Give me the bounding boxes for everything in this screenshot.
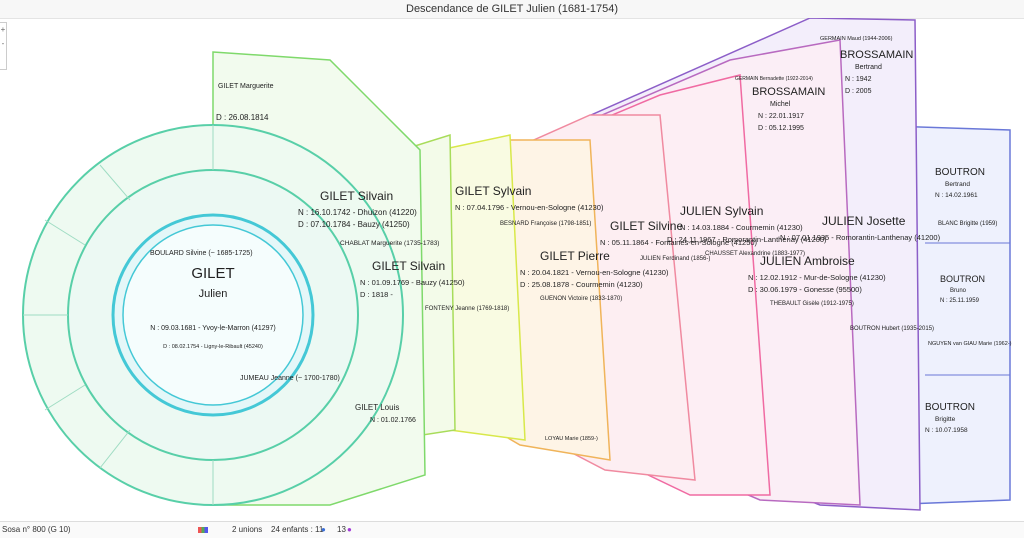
gen6-name: GILET Silvine <box>610 219 683 233</box>
root-birth: N : 09.03.1681 - Yvoy-le-Marron (41297) <box>150 325 276 332</box>
gen6-spouse: JULIEN Ferdinand (1856-) <box>640 256 710 262</box>
gen9-birth: N : 07.01.1935 - Romorantin-Lanthenay (4… <box>780 233 941 242</box>
gen10-c2-birth: N : 25.11.1959 <box>940 298 980 304</box>
zoom-out-icon[interactable]: - <box>1 39 5 48</box>
gen2-silvain-birth: N : 16.10.1742 - Dhuizon (41220) <box>298 208 417 217</box>
root-surname: GILET <box>191 265 234 282</box>
children-count: 24 enfants : 11 <box>271 525 324 534</box>
zoom-in-icon[interactable]: + <box>0 25 6 34</box>
gen10-boxes <box>925 242 1010 376</box>
root-given: Julien <box>199 288 228 300</box>
gen8-side-child-given: Michel <box>770 101 791 108</box>
gen3-spouse: FONTENY Jeanne (1769-1818) <box>425 306 509 312</box>
ring-center[interactable] <box>122 224 304 406</box>
children-female-count: 13 <box>337 525 346 534</box>
gen10-c2-spouse: NGUYEN van GIAU Marie (1962-) <box>928 341 1012 347</box>
gen8-spouse: THEBAULT Gisèle (1912-1975) <box>770 301 854 307</box>
gen10-c3-name: BOUTRON <box>925 402 975 413</box>
palette-icon[interactable] <box>198 527 208 533</box>
gen2-silvain-name: GILET Silvain <box>320 189 393 203</box>
male-icon: ● <box>321 525 326 534</box>
gen4-spouse: BESNARD Françoise (1798-1851) <box>500 221 591 227</box>
gen2-spouse: CHABLAT Marguerite (1735-1783) <box>340 240 439 247</box>
gen5-name: GILET Pierre <box>540 249 610 263</box>
gen8-side-child-birth: N : 22.01.1917 <box>758 113 804 120</box>
ring-spokes <box>23 125 214 505</box>
gen8-birth: N : 12.02.1912 - Mur-de-Sologne (41230) <box>748 273 886 282</box>
gen9-side-child-death: D : 2005 <box>845 88 872 95</box>
gen6-birth: N : 05.11.1864 - Fontaines-en-Sologne (4… <box>600 238 758 247</box>
gen2-louis-birth: N : 01.02.1766 <box>370 417 416 424</box>
gen3-birth: N : 01.09.1769 - Bauzy (41250) <box>360 278 465 287</box>
gen4-birth: N : 07.04.1796 - Vernou-en-Sologne (4123… <box>455 203 604 212</box>
gen7-birth: N : 14.03.1884 - Courmemin (41230) <box>680 223 803 232</box>
gen8-side-child-name: BROSSAMAIN <box>752 86 825 98</box>
root-death: D : 08.02.1754 - Ligny-le-Ribault (45240… <box>163 344 263 350</box>
gen10-c1-name: BOUTRON <box>935 167 985 178</box>
gen9-side-spouse: GERMAIN Maud (1944-2006) <box>820 36 893 42</box>
root-spouse2: JUMEAU Jeanne (~ 1700-1780) <box>240 375 340 382</box>
gen2-marguerite-name: GILET Marguerite <box>218 83 274 90</box>
female-icon: ● <box>347 525 352 534</box>
unions-count: 2 unions <box>232 525 263 534</box>
zoom-control[interactable]: + - <box>0 22 7 70</box>
gen10-c1-given: Bertrand <box>945 181 970 188</box>
gen7-spouse: CHAUSSET Alexandrine (1883-1977) <box>705 251 805 257</box>
gen3-death: D : 1818 - <box>360 290 393 299</box>
gen8-side-child-death: D : 05.12.1995 <box>758 125 804 132</box>
gen4-name: GILET Sylvain <box>455 184 531 198</box>
generation-sectors <box>227 18 1011 511</box>
status-bar: Sosa n° 800 (G 10) 2 unions 24 enfants :… <box>0 521 1024 538</box>
gen10-c2-name: BOUTRON <box>940 274 985 284</box>
gen7-death: D : 24.11.1967 - Romorantin-Lanthenay (4… <box>667 235 827 244</box>
gen2-marguerite-death: D : 26.08.1814 <box>216 113 269 122</box>
gen5-spouse-small: LOYAU Marie (1859-) <box>545 436 598 442</box>
gen2-silvain-death: D : 07.10.1784 - Bauzy (41250) <box>298 220 410 229</box>
gen9-side-child-birth: N : 1942 <box>845 76 872 83</box>
gen8-side-spouse: GERMAIN Bernadette (1922-2014) <box>735 76 813 82</box>
gen5-spouse: GUENON Victoire (1833-1870) <box>540 296 622 302</box>
gen5-birth: N : 20.04.1821 - Vernou-en-Sologne (4123… <box>520 268 669 277</box>
gen9-spouse: BOUTRON Hubert (1935-2015) <box>850 326 934 332</box>
gen10-c3-given: Brigitte <box>935 416 956 423</box>
gen9-name: JULIEN Josette <box>822 214 906 228</box>
gen9-side-child-given: Bertrand <box>855 64 882 71</box>
gen9-side-child-name: BROSSAMAIN <box>840 49 913 61</box>
gen10-c3-birth: N : 10.07.1958 <box>925 427 968 434</box>
gen2-louis-name: GILET Louis <box>355 403 399 412</box>
descendant-fan-chart: GILET Julien N : 09.03.1681 - Yvoy-le-Ma… <box>22 18 1012 511</box>
gen8-death: D : 30.06.1979 - Gonesse (95500) <box>748 285 862 294</box>
window-title: Descendance de GILET Julien (1681-1754) <box>0 0 1024 19</box>
gen10-c2-given: Bruno <box>950 288 967 294</box>
gen3-name: GILET Silvain <box>372 259 445 273</box>
root-spouse1: BOULARD Silvine (~ 1685-1725) <box>150 250 253 257</box>
gen10-c1-birth: N : 14.02.1961 <box>935 192 978 199</box>
gen5-death: D : 25.08.1878 - Courmemin (41230) <box>520 280 643 289</box>
gen7-name: JULIEN Sylvain <box>680 204 763 218</box>
gen8-name: JULIEN Ambroise <box>760 254 855 268</box>
sosa-number: Sosa n° 800 (G 10) <box>2 525 71 534</box>
gen10-c1-spouse: BLANC Brigitte (1959) <box>938 221 997 227</box>
